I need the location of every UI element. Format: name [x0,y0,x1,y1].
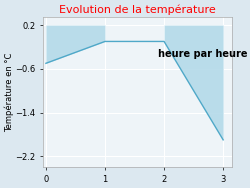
Title: Evolution de la température: Evolution de la température [59,4,216,15]
Text: heure par heure: heure par heure [158,49,248,59]
Y-axis label: Température en °C: Température en °C [4,52,14,132]
